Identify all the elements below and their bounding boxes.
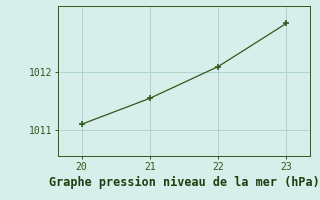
X-axis label: Graphe pression niveau de la mer (hPa): Graphe pression niveau de la mer (hPa) — [49, 176, 319, 189]
